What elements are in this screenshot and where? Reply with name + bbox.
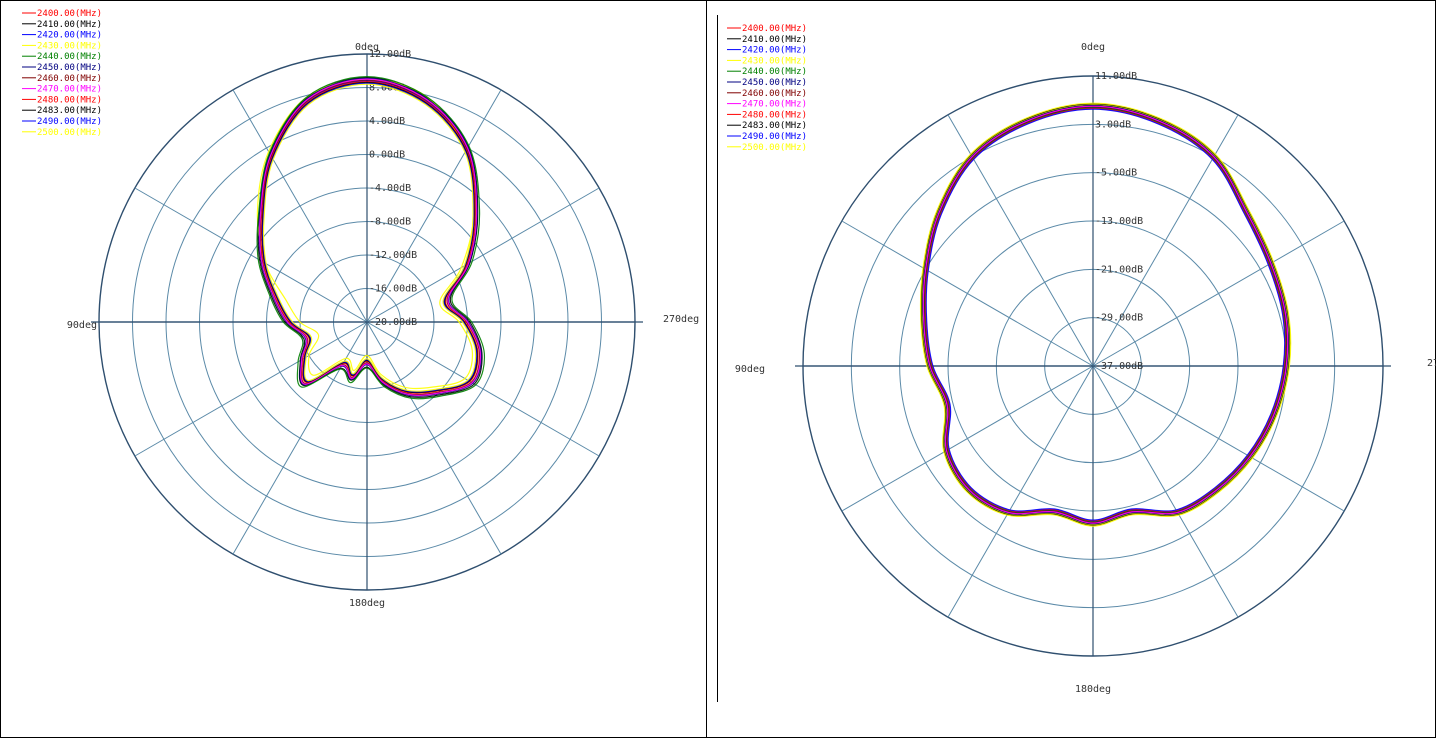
series-line bbox=[259, 79, 481, 396]
radial-tick-label: -20.00dB bbox=[369, 317, 417, 328]
legend-label: 2430.00(MHz) bbox=[37, 41, 102, 51]
grid-spoke bbox=[366, 321, 600, 457]
grid-spoke bbox=[1092, 365, 1345, 512]
legend-label: 2490.00(MHz) bbox=[742, 132, 807, 142]
legend-label: 2480.00(MHz) bbox=[37, 95, 102, 105]
grid-spoke bbox=[841, 220, 1094, 367]
legend-label: 2460.00(MHz) bbox=[742, 89, 807, 99]
radial-tick-label: -8.00dB bbox=[369, 217, 411, 228]
legend-label: 2430.00(MHz) bbox=[742, 56, 807, 66]
polar-chart-right: 11.00dB 3.00dB -5.00dB -13.00dB -21.00dB -29.… bbox=[727, 24, 1436, 695]
radial-tick-label: 8.00dB bbox=[369, 83, 405, 94]
grid-spoke bbox=[134, 321, 368, 457]
legend-label: 2420.00(MHz) bbox=[742, 46, 807, 56]
radial-tick-label: -5.00dB bbox=[1095, 168, 1137, 179]
legend-label: 2483.00(MHz) bbox=[37, 106, 102, 116]
legend-label: 2450.00(MHz) bbox=[742, 78, 807, 88]
radial-tick-label: -29.00dB bbox=[1095, 313, 1143, 324]
radial-tick-label: 11.00dB bbox=[1095, 71, 1137, 82]
radial-tick-label: 4.00dB bbox=[369, 116, 405, 127]
grid-spoke bbox=[1092, 365, 1239, 618]
series-line bbox=[925, 108, 1286, 521]
grid-spoke bbox=[947, 114, 1094, 367]
angle-label: 180deg bbox=[1075, 684, 1111, 695]
series-line bbox=[261, 80, 478, 393]
angle-label: 270deg bbox=[1427, 358, 1436, 369]
legend-label: 2410.00(MHz) bbox=[742, 35, 807, 45]
series-line bbox=[262, 82, 478, 393]
radial-tick-label: -37.00dB bbox=[1095, 361, 1143, 372]
angle-label: 90deg bbox=[67, 320, 97, 331]
legend-label: 2440.00(MHz) bbox=[742, 67, 807, 77]
legend-label: 2500.00(MHz) bbox=[37, 128, 102, 138]
legend-label: 2420.00(MHz) bbox=[37, 31, 102, 41]
angle-label: 90deg bbox=[735, 364, 765, 375]
legend-label: 2470.00(MHz) bbox=[742, 100, 807, 110]
grid-spoke bbox=[366, 321, 502, 555]
series-line bbox=[260, 80, 479, 394]
radial-tick-label: -4.00dB bbox=[369, 183, 411, 194]
radial-tick-label: -12.00dB bbox=[369, 250, 417, 261]
legend-label: 2400.00(MHz) bbox=[742, 24, 807, 34]
radial-tick-label: 12.00dB bbox=[369, 49, 411, 60]
angle-label: 0deg bbox=[355, 42, 379, 53]
radial-tick-label: 3.00dB bbox=[1095, 119, 1131, 130]
radial-tick-label: 0.00dB bbox=[369, 150, 405, 161]
grid-spoke bbox=[366, 187, 600, 323]
series-line bbox=[919, 102, 1292, 527]
legend-label: 2500.00(MHz) bbox=[742, 143, 807, 153]
angle-label: 180deg bbox=[349, 598, 385, 609]
grid-spoke bbox=[134, 187, 368, 323]
legend-label: 2440.00(MHz) bbox=[37, 52, 102, 62]
legend-label: 2410.00(MHz) bbox=[37, 20, 102, 30]
grid-spoke bbox=[947, 365, 1094, 618]
radial-tick-label: -21.00dB bbox=[1095, 264, 1143, 275]
angle-label: 270deg bbox=[663, 314, 699, 325]
series-line bbox=[922, 105, 1289, 524]
legend-label: 2460.00(MHz) bbox=[37, 74, 102, 84]
legend-label: 2470.00(MHz) bbox=[37, 85, 102, 95]
radial-tick-label: -13.00dB bbox=[1095, 216, 1143, 227]
grid-spoke bbox=[1092, 114, 1239, 367]
legend-label: 2400.00(MHz) bbox=[37, 9, 102, 19]
legend-label: 2450.00(MHz) bbox=[37, 63, 102, 73]
radial-tick-label: -16.00dB bbox=[369, 284, 417, 295]
series-line bbox=[259, 78, 482, 396]
polar-chart-left: 12.00dB 8.00dB 4.00dB 0.00dB -4.00dB -8.00dB -… bbox=[22, 9, 699, 609]
grid-spoke bbox=[1092, 220, 1345, 367]
series-line bbox=[261, 81, 478, 394]
grid-spoke bbox=[232, 321, 368, 555]
series-line bbox=[922, 104, 1289, 525]
series-line bbox=[262, 83, 477, 392]
legend-label: 2483.00(MHz) bbox=[742, 121, 807, 131]
legend-label: 2480.00(MHz) bbox=[742, 110, 807, 120]
angle-label: 0deg bbox=[1081, 42, 1105, 53]
grid-spoke bbox=[366, 89, 502, 323]
legend-label: 2490.00(MHz) bbox=[37, 117, 102, 127]
series-line bbox=[256, 75, 486, 400]
grid-spoke bbox=[841, 365, 1094, 512]
grid-spoke bbox=[232, 89, 368, 323]
